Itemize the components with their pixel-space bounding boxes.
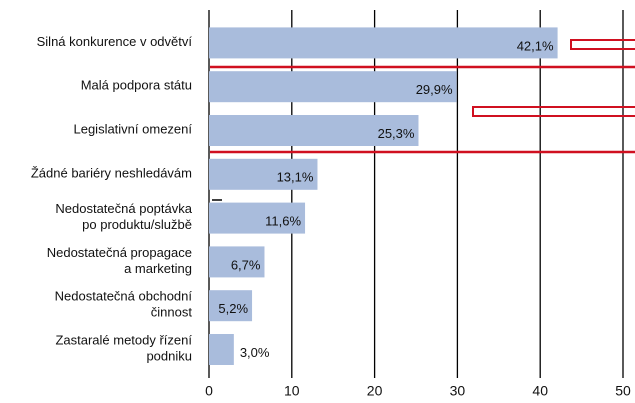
category-label: Malá podpora státu xyxy=(81,78,192,93)
bar xyxy=(209,290,253,322)
category-line: Nedostatečná propagace xyxy=(47,245,192,260)
category-label: Nedostatečná poptávka po produktu/službě xyxy=(55,202,192,233)
category-line: po produktu/službě xyxy=(82,218,192,233)
category-line: Legislativní omezení xyxy=(73,122,192,137)
category-line: Silná konkurence v odvětví xyxy=(37,34,193,49)
bar xyxy=(209,115,419,146)
bar xyxy=(209,158,318,190)
grid xyxy=(208,10,624,378)
x-tick-label: 0 xyxy=(205,383,213,399)
category-line: Nedostatečná obchodní xyxy=(55,289,193,304)
category-line: Zastaralé metody řízení xyxy=(55,333,192,348)
value-label: 29,9% xyxy=(416,82,453,97)
bar xyxy=(209,334,234,365)
value-label: 13,1% xyxy=(277,170,314,185)
x-tick-label: 10 xyxy=(284,383,300,399)
red-box xyxy=(570,39,635,50)
x-tick-label: 20 xyxy=(367,383,383,399)
value-label: 11,6% xyxy=(265,214,301,229)
bar xyxy=(209,202,306,234)
value-label: 6,7% xyxy=(231,257,261,272)
category-label: Silná konkurence v odvětví xyxy=(37,34,193,49)
category-line: činnost xyxy=(151,305,193,320)
value-label: 42,1% xyxy=(517,38,554,53)
x-tick-label: 40 xyxy=(532,383,548,399)
category-label: Zastaralé metody řízení podniku xyxy=(55,333,192,364)
value-label: 5,2% xyxy=(218,301,248,316)
decorations xyxy=(210,39,635,201)
category-label: Legislativní omezení xyxy=(73,122,192,137)
bar xyxy=(209,246,265,278)
bar xyxy=(209,71,457,103)
category-line: podniku xyxy=(146,349,192,364)
bar xyxy=(209,27,558,59)
category-label: Žádné bariéry neshledávám xyxy=(31,166,192,181)
category-line: a marketing xyxy=(124,261,192,276)
red-box xyxy=(472,106,635,117)
category-line: Malá podpora státu xyxy=(81,78,192,93)
x-tick-label: 30 xyxy=(450,383,466,399)
category-label: Nedostatečná obchodní činnost xyxy=(55,289,193,320)
value-label: 25,3% xyxy=(378,126,415,141)
bars xyxy=(209,27,558,365)
category-label: Nedostatečná propagace a marketing xyxy=(47,245,192,276)
x-tick-label: 50 xyxy=(615,383,631,399)
value-label: 3,0% xyxy=(240,345,270,360)
category-line: Nedostatečná poptávka xyxy=(55,202,192,217)
category-line: Žádné bariéry neshledávám xyxy=(31,166,192,181)
